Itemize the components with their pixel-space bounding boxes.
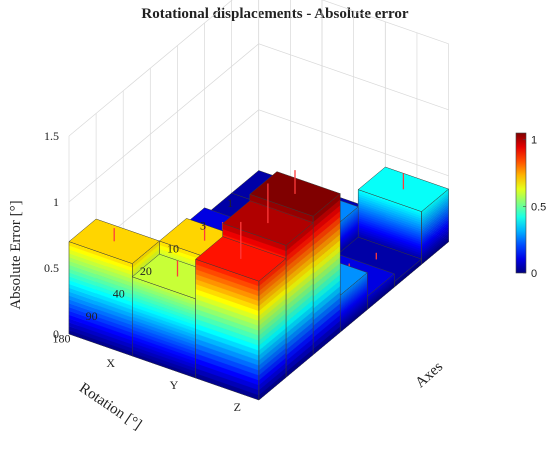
rotation-tick-label: 40 [113,287,125,301]
chart-title: Rotational displacements - Absolute erro… [141,6,409,22]
rotation-tick-label: 10 [167,241,179,255]
z-tick-label: 1 [53,195,59,209]
colorbar-tick-label: 1 [531,135,537,147]
rotation-tick-label: 90 [86,309,98,323]
bar-Z-180 [195,221,287,401]
axes-tick-label: Z [234,400,241,414]
axes-tick-label: X [106,356,115,370]
axes-tick-label: Y [170,378,179,392]
colorbar-tick-label: 0 [531,268,537,280]
rotation-tick-label: 1 [227,196,233,210]
z-tick-label: 0.5 [44,261,59,275]
z-tick-label: 0 [53,327,59,341]
bar-top [195,236,287,282]
rotation-tick-label: 20 [140,264,152,278]
rotation-axis-label: Rotation [°] [76,380,144,433]
rotation-tick-label: 3 [200,219,206,233]
colorbar: 00.51 [515,132,546,280]
z-axis-label: Absolute Error [°] [8,200,24,309]
axes-axis-label: Axes [413,359,447,392]
colorbar-gradient [515,132,527,274]
rotation-tick-label: 180 [53,332,71,346]
colorbar-tick-label: 0.5 [531,201,546,213]
z-tick-label: 1.5 [44,129,59,143]
